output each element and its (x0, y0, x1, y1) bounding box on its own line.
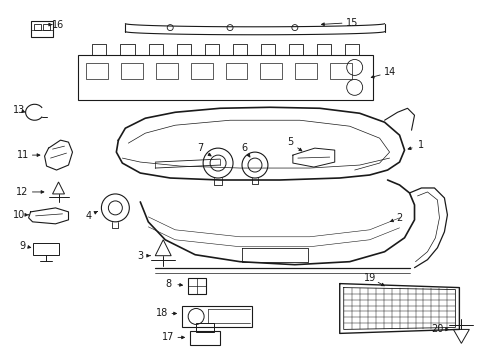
Bar (33, 243, 59, 255)
Text: 16: 16 (52, 19, 64, 30)
Text: 1: 1 (418, 140, 424, 150)
Text: 10: 10 (13, 210, 25, 220)
Bar (188, 278, 205, 293)
Text: 9: 9 (20, 241, 26, 251)
Bar (190, 63, 212, 80)
Text: 19: 19 (363, 273, 375, 283)
Text: 13: 13 (13, 105, 25, 115)
Bar (225, 63, 247, 80)
Text: 20: 20 (430, 324, 443, 334)
Bar (156, 63, 178, 80)
Bar (196, 323, 214, 332)
Text: 3: 3 (137, 251, 143, 261)
Bar (260, 63, 282, 80)
Text: 17: 17 (162, 332, 174, 342)
Bar (294, 63, 316, 80)
Bar (121, 63, 143, 80)
Text: 15: 15 (345, 18, 357, 28)
Text: 8: 8 (165, 279, 171, 289)
Bar (86, 63, 108, 80)
Text: 18: 18 (156, 309, 168, 319)
Bar (78, 55, 372, 100)
Text: 14: 14 (383, 67, 395, 77)
Text: 6: 6 (241, 143, 246, 153)
Text: 7: 7 (197, 143, 203, 153)
Text: 12: 12 (17, 187, 29, 197)
Bar (190, 332, 220, 345)
Text: 4: 4 (85, 211, 91, 221)
Bar (42, 24, 49, 30)
Bar (31, 21, 52, 37)
Bar (329, 63, 351, 80)
Bar (182, 306, 251, 328)
Text: 2: 2 (396, 213, 402, 223)
Bar (34, 24, 41, 30)
Text: 11: 11 (17, 150, 29, 160)
Text: 5: 5 (286, 137, 292, 147)
